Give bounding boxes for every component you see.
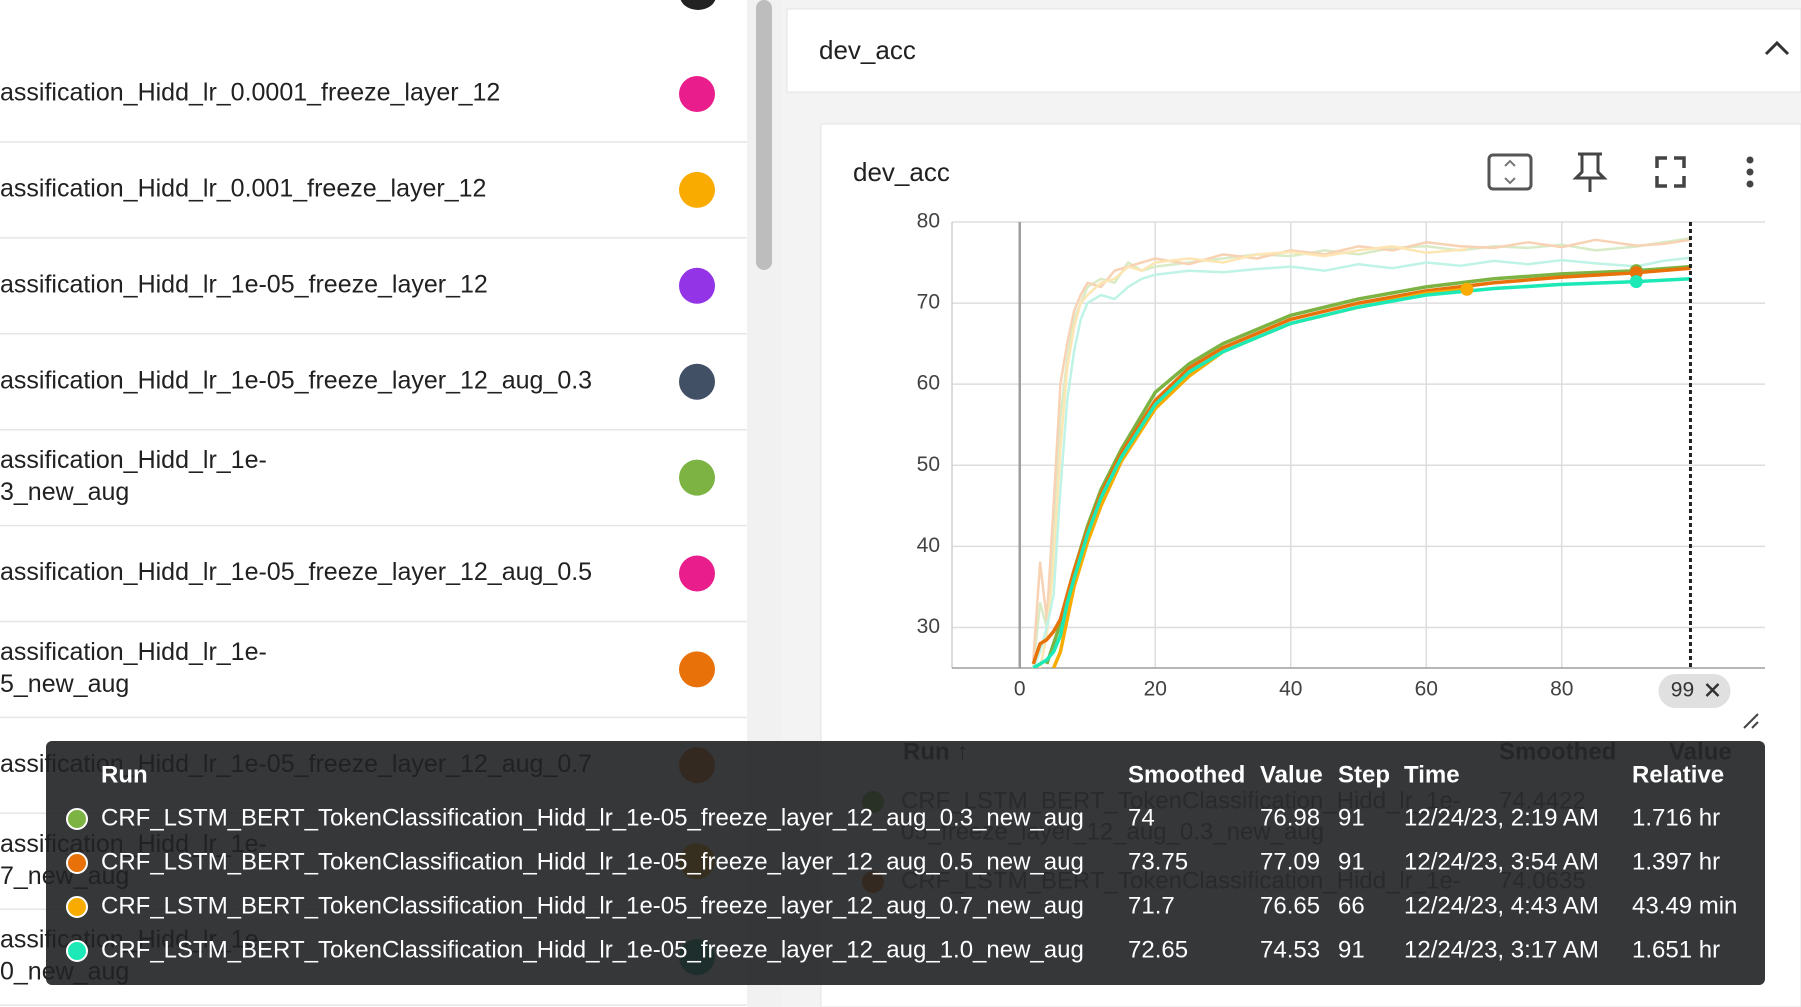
tooltip-value: 76.65 — [1260, 892, 1320, 919]
hover-point — [1629, 275, 1643, 289]
run-color[interactable] — [679, 267, 715, 304]
hover-point — [1460, 282, 1474, 296]
run-label: assification_Hidd_lr_0.001_freeze_layer_… — [0, 175, 486, 203]
tooltip-smoothed: 71.7 — [1128, 892, 1175, 919]
hover-point — [1629, 266, 1643, 280]
tooltip-header: Relative — [1632, 761, 1724, 788]
tooltip-header: Run — [101, 761, 148, 788]
tooltip-step: 91 — [1338, 848, 1365, 875]
y-tick-label: 70 — [917, 291, 940, 314]
tooltip-run: CRF_LSTM_BERT_TokenClassification_Hidd_l… — [101, 936, 1084, 963]
smoothed-line — [1031, 266, 1691, 665]
run-label: assification_Hidd_lr_0.0001_freeze_layer… — [0, 79, 500, 107]
tooltip-header: Time — [1404, 761, 1460, 788]
chart-title: dev_acc — [853, 157, 950, 187]
plot-lines — [1031, 236, 1691, 668]
run-color[interactable] — [679, 651, 715, 688]
x-tick-label: 0 — [1014, 678, 1026, 701]
tooltip-run: CRF_LSTM_BERT_TokenClassification_Hidd_l… — [101, 848, 1084, 875]
raw-line — [1032, 256, 1691, 668]
tooltip-header: Step — [1338, 761, 1390, 788]
y-tick-label: 40 — [917, 534, 940, 557]
resize-handle[interactable] — [1743, 713, 1759, 729]
cursor-pill — [1658, 674, 1731, 708]
tooltip-value: 74.53 — [1260, 936, 1320, 963]
partial-icon — [680, 0, 716, 10]
tooltip — [46, 741, 1765, 985]
smoothed-line — [1032, 277, 1691, 668]
run-label: assification_Hidd_lr_1e-05_freeze_layer_… — [0, 366, 592, 394]
tooltip-value: 77.09 — [1260, 848, 1320, 875]
collapse-icon[interactable] — [1764, 40, 1790, 56]
run-label: assification_Hidd_lr_1e- — [0, 446, 267, 474]
cursor-close[interactable] — [1705, 683, 1720, 697]
x-tick-label: 60 — [1415, 678, 1438, 701]
tooltip-value: 76.98 — [1260, 804, 1320, 831]
tooltip-header: Smoothed — [1128, 761, 1245, 788]
run-label: 5_new_aug — [0, 670, 129, 698]
tooltip-step: 91 — [1338, 804, 1365, 831]
y-tick-label: 30 — [917, 615, 940, 638]
tooltip-step: 91 — [1338, 936, 1365, 963]
run-color[interactable] — [679, 363, 715, 400]
tooltip-dot — [66, 896, 88, 918]
y-tick-label: 80 — [917, 210, 940, 233]
run-label: assification_Hidd_lr_1e-05_freeze_layer_… — [0, 558, 592, 586]
tooltip-header: Value — [1260, 761, 1323, 788]
tooltip-step: 66 — [1338, 892, 1365, 919]
scrollbar[interactable] — [756, 0, 772, 270]
run-color[interactable] — [679, 555, 715, 592]
run-color[interactable] — [679, 76, 715, 112]
tooltip-time: 12/24/23, 4:43 AM — [1404, 892, 1599, 919]
more-icon[interactable] — [1746, 156, 1754, 188]
x-tick-label: 80 — [1550, 678, 1573, 701]
y-tick-label: 60 — [917, 372, 940, 395]
tooltip-smoothed: 74 — [1128, 804, 1155, 831]
run-color[interactable] — [679, 459, 715, 496]
run-label: assification_Hidd_lr_1e- — [0, 638, 267, 666]
section-title: dev_acc — [819, 35, 916, 65]
tooltip-smoothed: 73.75 — [1128, 848, 1188, 875]
tooltip-dot — [66, 940, 88, 962]
tooltip-relative: 1.651 hr — [1632, 936, 1720, 963]
tooltip-time: 12/24/23, 3:54 AM — [1404, 848, 1599, 875]
tooltip-dot — [66, 808, 88, 830]
x-tick-label: 40 — [1279, 678, 1302, 701]
run-label: assification_Hidd_lr_1e-05_freeze_layer_… — [0, 270, 488, 298]
x-tick-label: 20 — [1144, 678, 1167, 701]
fit-icon[interactable] — [1487, 153, 1533, 191]
tooltip-time: 12/24/23, 2:19 AM — [1404, 804, 1599, 831]
tooltip-smoothed: 72.65 — [1128, 936, 1188, 963]
tooltip-relative: 1.716 hr — [1632, 804, 1720, 831]
pin-icon[interactable] — [1572, 152, 1608, 192]
tooltip-run: CRF_LSTM_BERT_TokenClassification_Hidd_l… — [101, 804, 1084, 831]
raw-line — [1038, 245, 1468, 668]
plot: 30 40 50 60 70 80 0 20 40 60 80 99 — [917, 210, 1765, 708]
tooltip-run: CRF_LSTM_BERT_TokenClassification_Hidd_l… — [101, 892, 1084, 919]
tooltip-dot — [66, 852, 88, 874]
tooltip-relative: 1.397 hr — [1632, 848, 1720, 875]
section-header[interactable] — [786, 8, 1801, 93]
y-tick-label: 50 — [917, 453, 940, 476]
run-color[interactable] — [679, 171, 715, 208]
tooltip-relative: 43.49 min — [1632, 892, 1737, 919]
tooltip-content: Run Smoothed Value Step Time Relative CRF_LSTM… — [66, 761, 1737, 963]
cursor-label: 99 — [1671, 679, 1694, 702]
fullscreen-icon[interactable] — [1655, 156, 1686, 188]
run-label: 3_new_aug — [0, 478, 129, 506]
tooltip-time: 12/24/23, 3:17 AM — [1404, 936, 1599, 963]
